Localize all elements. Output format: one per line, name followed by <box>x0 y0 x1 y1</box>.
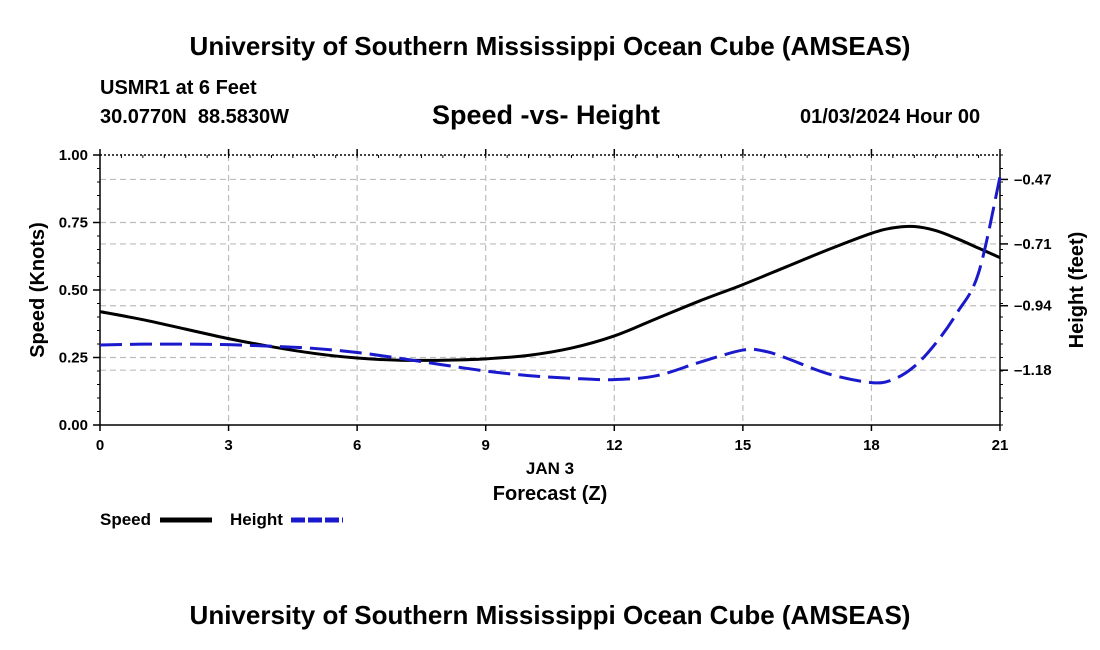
series-line-speed <box>99 224 1001 362</box>
y2-tick-label: –0.94 <box>1014 298 1052 315</box>
coordinates-label: 30.0770N 88.5830W <box>100 106 290 128</box>
grid-lines <box>100 155 1000 425</box>
legend-label-speed: Speed <box>100 510 151 529</box>
footer-title: University of Southern Mississippi Ocean… <box>189 600 911 630</box>
y2-tick-label: –0.71 <box>1014 236 1052 253</box>
chart-subtitle: Speed -vs- Height <box>432 100 661 130</box>
legend-label-height: Height <box>230 510 283 529</box>
series-line-height <box>99 176 1002 385</box>
x-tick-label: 0 <box>96 437 104 454</box>
chart-title: University of Southern Mississippi Ocean… <box>189 31 911 61</box>
y-tick-label: 0.50 <box>59 282 88 299</box>
x-tick-label: 6 <box>353 437 361 454</box>
y2-tick-label: –1.18 <box>1014 362 1052 379</box>
y2-tick-label: –0.47 <box>1014 171 1052 188</box>
x-tick-label: 9 <box>482 437 490 454</box>
x-tick-label: 12 <box>606 437 623 454</box>
x-tick-label: 18 <box>863 437 880 454</box>
chart-axes: 0 3 6 9 12 15 18 21 0.00 0.25 0.50 0.75 1.00 –0.47 –0.… <box>59 147 1052 454</box>
x-axis-date-label: JAN 3 <box>526 459 574 478</box>
y-axis-title: Speed (Knots) <box>27 222 49 358</box>
y-tick-label: 0.75 <box>59 215 88 232</box>
y-tick-label: 1.00 <box>59 147 88 164</box>
x-tick-label: 21 <box>992 437 1009 454</box>
y-tick-label: 0.25 <box>59 350 88 367</box>
station-label: USMR1 at 6 Feet <box>100 77 257 99</box>
y-tick-label: 0.00 <box>59 417 88 434</box>
x-tick-label: 15 <box>735 437 752 454</box>
y2-axis-title: Height (feet) <box>1066 232 1088 349</box>
x-tick-label: 3 <box>224 437 232 454</box>
axis-labels: Speed (Knots) Height (feet) JAN 3 Foreca… <box>27 222 1088 505</box>
series-lines <box>99 176 1002 385</box>
chart-legend: Speed Height <box>100 510 343 529</box>
x-axis-title: Forecast (Z) <box>493 483 607 505</box>
forecast-datetime: 01/03/2024 Hour 00 <box>800 106 981 128</box>
